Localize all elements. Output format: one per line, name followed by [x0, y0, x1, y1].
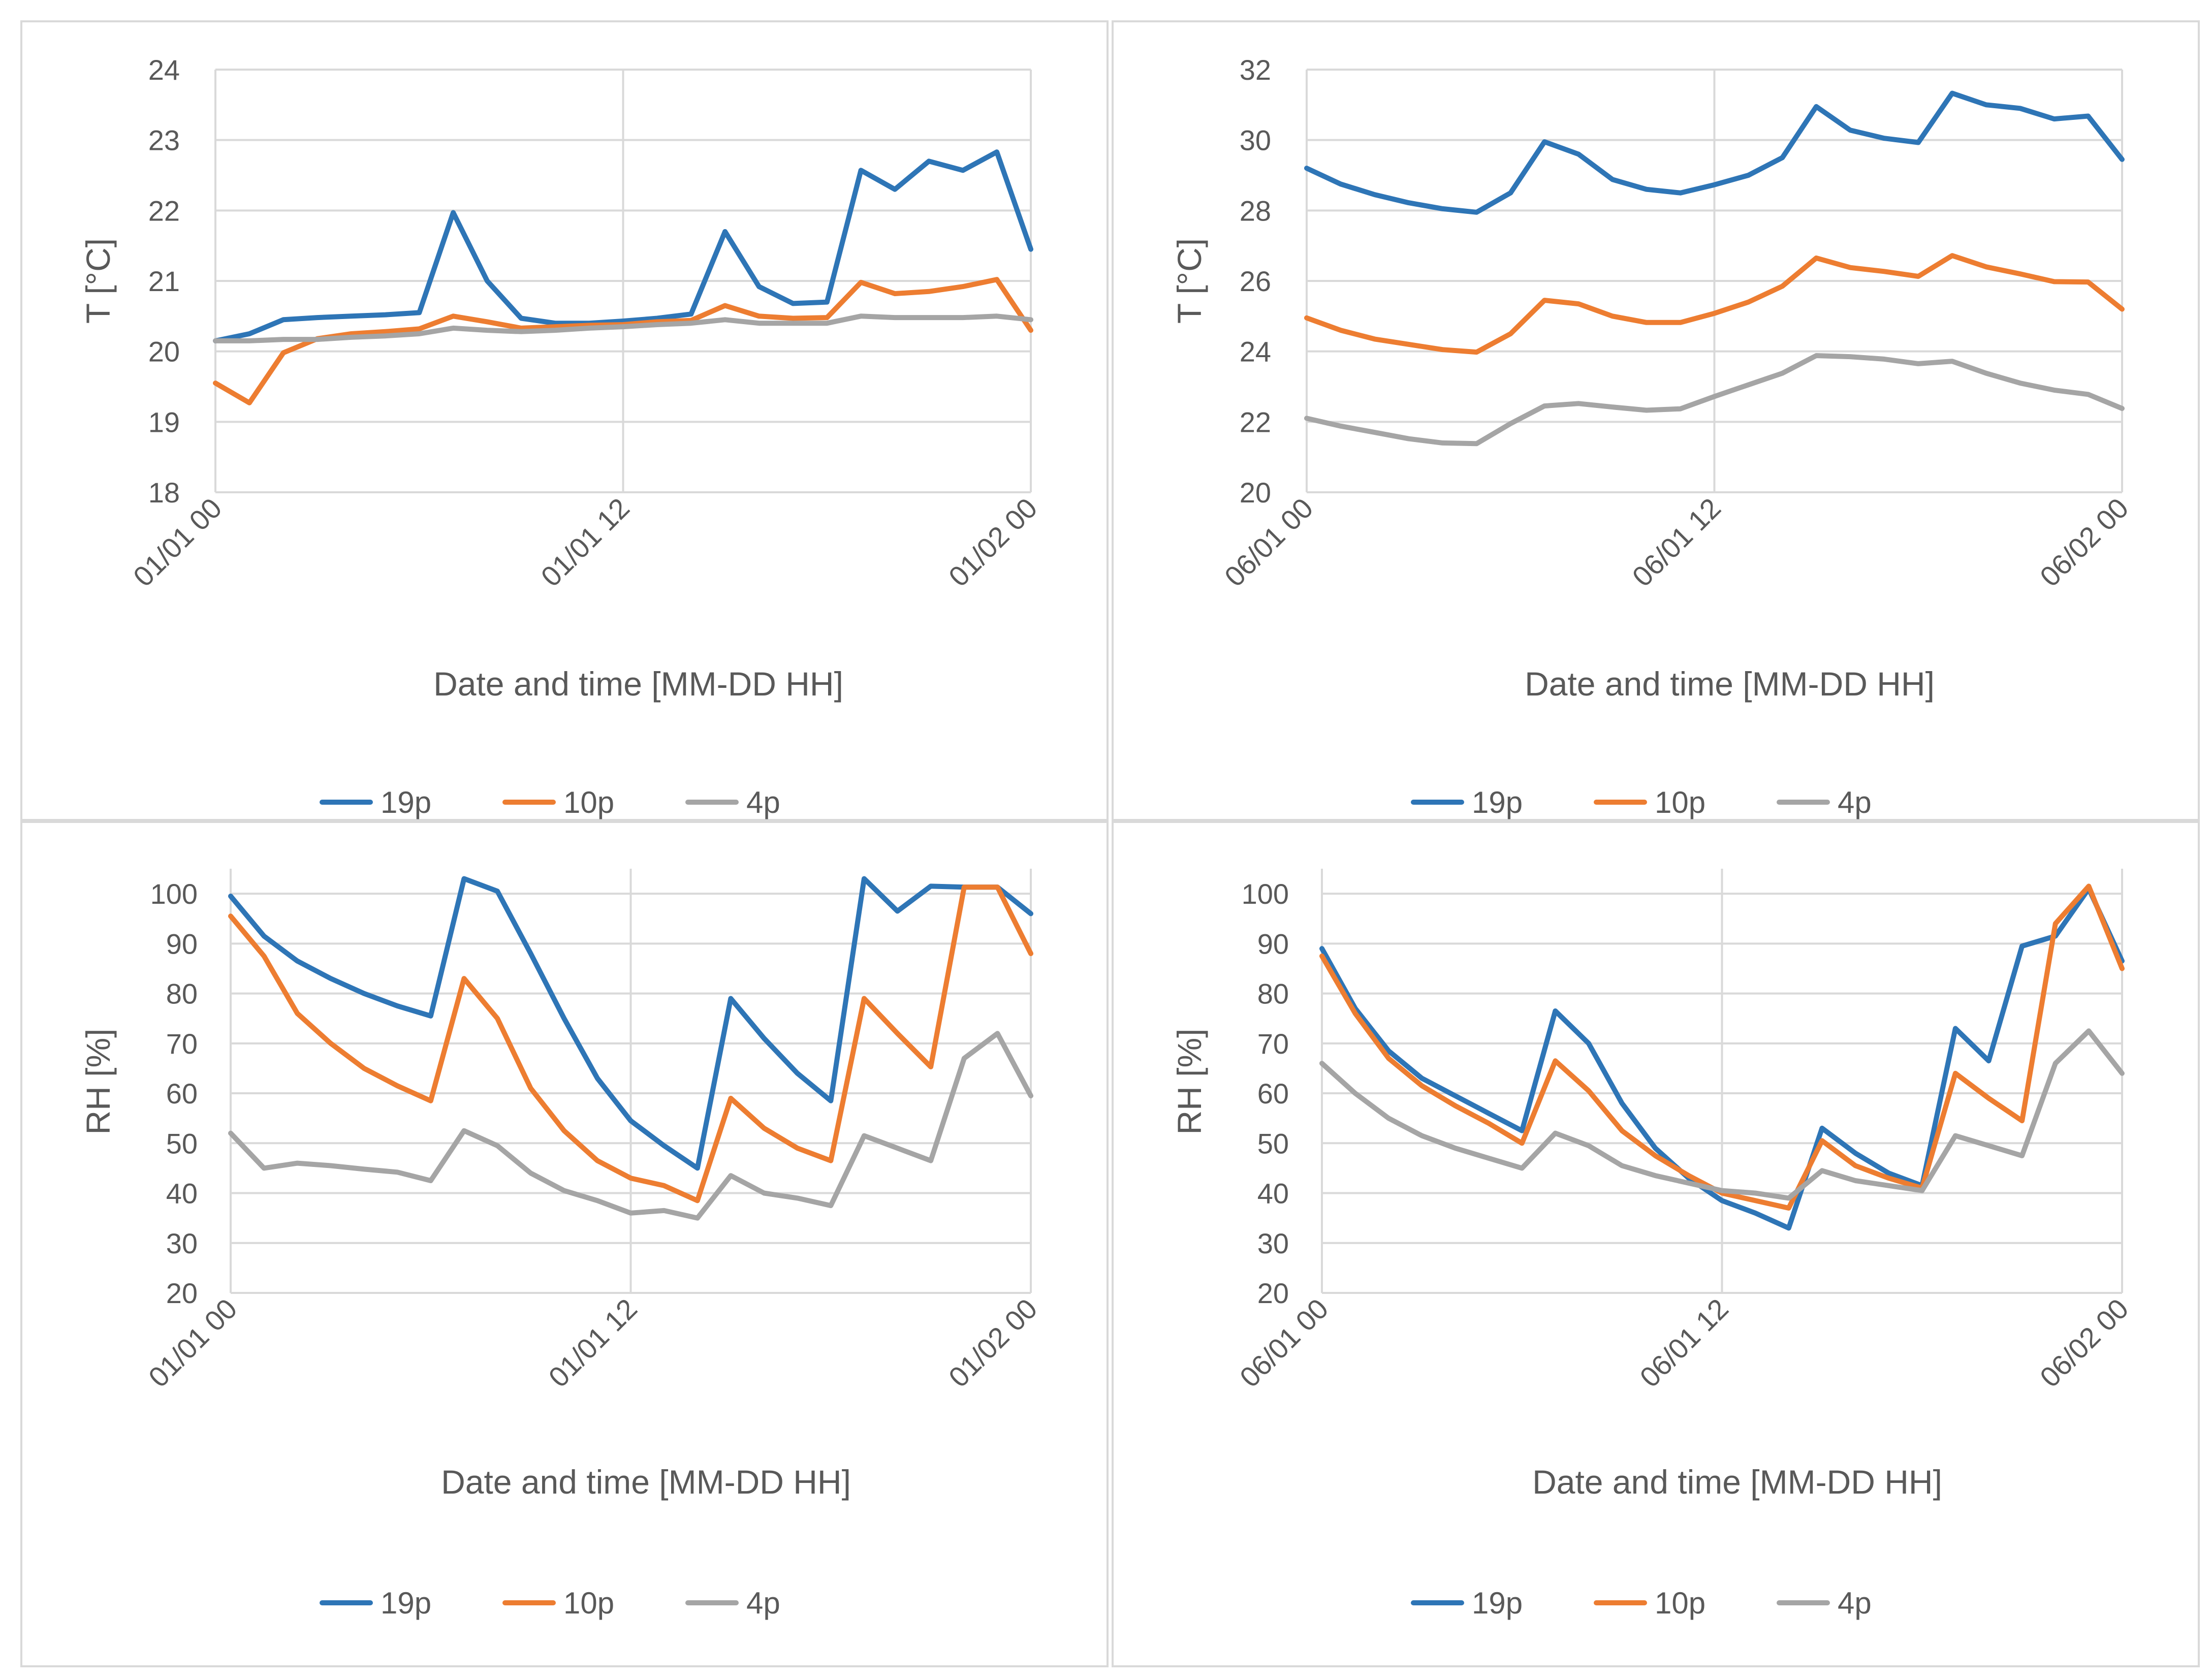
- chart-panel-jan-humidity: 20 30 40 50 60 70 80 90 100 01/01 00 01/01 12 01/02…: [20, 821, 1109, 1667]
- x-tick-label: 06/02 00: [2034, 1292, 2135, 1394]
- y-tick-label: 70: [1257, 1028, 1289, 1060]
- y-tick-label: 19: [148, 406, 180, 438]
- y-tick-label: 24: [148, 54, 180, 86]
- y-tick-label: 30: [166, 1227, 198, 1259]
- y-tick-label: 50: [166, 1127, 198, 1159]
- y-tick-label: 80: [166, 978, 198, 1010]
- legend-label: 4p: [1838, 785, 1872, 819]
- y-tick-label: 40: [166, 1178, 198, 1210]
- x-axis-title: Date and time [MM-DD HH]: [1532, 1463, 1942, 1501]
- y-tick-label: 20: [148, 336, 180, 368]
- legend-label: 19p: [381, 785, 431, 819]
- legend-label: 4p: [746, 1586, 780, 1620]
- x-tick-label: 06/01 12: [1626, 492, 1727, 593]
- y-axis-title: RH [%]: [1171, 1028, 1208, 1134]
- legend-label: 4p: [746, 785, 780, 819]
- y-tick-label: 100: [150, 878, 198, 910]
- y-axis-title: T [°C]: [1171, 238, 1208, 324]
- legend-label: 19p: [1472, 785, 1523, 819]
- y-tick-label: 30: [1240, 124, 1271, 156]
- y-tick-label: 32: [1240, 54, 1271, 86]
- y-tick-label: 26: [1240, 265, 1271, 297]
- y-tick-label: 28: [1240, 195, 1271, 227]
- y-tick-label: 23: [148, 124, 180, 156]
- y-tick-label: 40: [1257, 1178, 1289, 1210]
- legend-label: 19p: [381, 1586, 431, 1620]
- y-tick-label: 50: [1257, 1127, 1289, 1159]
- y-tick-label: 60: [1257, 1078, 1289, 1110]
- y-tick-label: 20: [1257, 1277, 1289, 1309]
- x-axis-title: Date and time [MM-DD HH]: [433, 665, 843, 703]
- x-tick-label: 01/02 00: [942, 1292, 1044, 1394]
- y-tick-label: 20: [1240, 477, 1271, 509]
- legend-label: 4p: [1838, 1586, 1872, 1620]
- y-axis-title: RH [%]: [79, 1028, 117, 1134]
- legend-label: 19p: [1472, 1586, 1523, 1620]
- x-tick-label: 01/02 00: [942, 492, 1044, 593]
- legend-label: 10p: [563, 1586, 614, 1620]
- x-axis-title: Date and time [MM-DD HH]: [1525, 665, 1935, 703]
- y-tick-label: 30: [1257, 1227, 1289, 1259]
- y-tick-label: 90: [1257, 928, 1289, 960]
- x-tick-label: 06/01 12: [1633, 1292, 1734, 1394]
- chart-panel-jun-humidity: 20 30 40 50 60 70 80 90 100 06/01 00 06/01 12 06/02…: [1112, 821, 2200, 1667]
- x-axis-title: Date and time [MM-DD HH]: [441, 1463, 851, 1501]
- y-tick-label: 22: [1240, 406, 1271, 438]
- chart-panel-jan-temperature: 18 19 20 21 22 23 24 01/01 00 01/01 12 01/02 00 T …: [20, 20, 1109, 821]
- y-tick-label: 60: [166, 1078, 198, 1110]
- legend-label: 10p: [1655, 1586, 1705, 1620]
- y-tick-label: 22: [148, 195, 180, 227]
- x-tick-label: 01/01 12: [542, 1292, 643, 1394]
- y-tick-label: 70: [166, 1028, 198, 1060]
- y-tick-label: 18: [148, 477, 180, 509]
- legend-label: 10p: [1655, 785, 1705, 819]
- y-tick-label: 21: [148, 265, 180, 297]
- y-tick-label: 90: [166, 928, 198, 960]
- y-tick-label: 80: [1257, 978, 1289, 1010]
- x-tick-label: 06/02 00: [2034, 492, 2135, 593]
- x-tick-label: 01/01 12: [534, 492, 636, 593]
- chart-panel-jun-temperature: 20 22 24 26 28 30 32 06/01 00 06/01 12 06/02 00 T …: [1112, 20, 2200, 821]
- y-tick-label: 24: [1240, 336, 1271, 368]
- y-axis-title: T [°C]: [79, 238, 117, 324]
- y-tick-label: 100: [1242, 878, 1289, 910]
- legend-label: 10p: [563, 785, 614, 819]
- y-tick-label: 20: [166, 1277, 198, 1309]
